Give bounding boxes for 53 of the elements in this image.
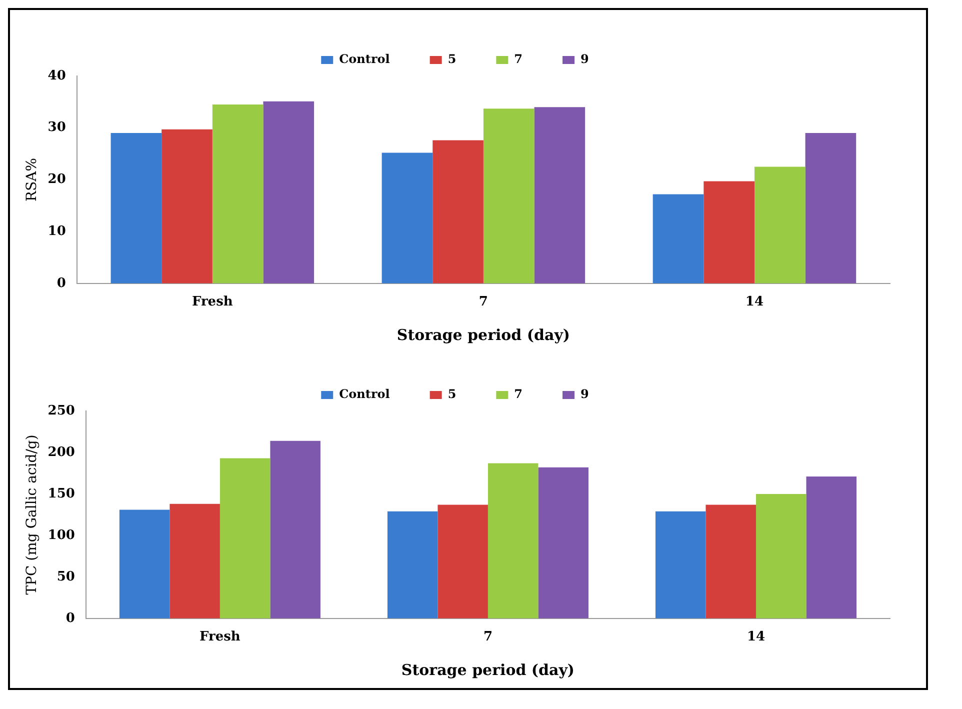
y-tick-label: 200	[48, 444, 75, 460]
y-tick-label: 250	[48, 403, 75, 418]
x-tick-label: 14	[746, 630, 766, 645]
y-tick-label: 50	[56, 569, 75, 584]
bar	[438, 504, 488, 618]
bar	[170, 504, 220, 618]
bar	[706, 504, 756, 618]
y-axis-title: TPC (mg Gallic acid/g)	[24, 434, 40, 595]
bar	[119, 510, 170, 618]
bar	[162, 129, 212, 284]
legend-label: 9	[580, 387, 589, 402]
y-axis-title: RSA%	[24, 158, 40, 202]
bar	[534, 107, 586, 284]
y-tick-label: 20	[48, 172, 66, 188]
bar	[655, 511, 706, 618]
legend-label: 7	[514, 387, 523, 402]
bar	[110, 133, 162, 284]
x-tick-label: Fresh	[199, 630, 241, 645]
bar	[220, 458, 270, 618]
bar	[805, 133, 856, 284]
y-tick-label: 10	[48, 224, 66, 239]
y-tick-label: 150	[48, 486, 75, 502]
bar	[483, 108, 534, 284]
bar	[806, 476, 856, 618]
bar	[270, 440, 320, 618]
legend-label: 5	[448, 387, 456, 402]
legend-label: Control	[339, 52, 390, 66]
bar	[212, 104, 264, 284]
bar	[387, 511, 438, 618]
y-tick-label: 0	[66, 610, 75, 626]
legend-label: 9	[580, 52, 589, 66]
y-tick-label: 0	[56, 276, 66, 291]
y-tick-label: 40	[48, 68, 66, 84]
bar	[652, 194, 704, 284]
bar	[538, 467, 588, 618]
bar	[754, 166, 806, 284]
legend-label: 5	[448, 52, 456, 66]
x-tick-label: 14	[745, 294, 764, 310]
bar	[263, 101, 314, 284]
bar	[756, 494, 806, 618]
bar	[432, 140, 484, 284]
x-tick-label: Fresh	[192, 294, 234, 310]
y-tick-label: 100	[48, 528, 75, 543]
x-axis-title: Storage period (day)	[396, 326, 570, 344]
legend-label: Control	[339, 387, 390, 402]
x-axis-title: Storage period (day)	[401, 660, 575, 679]
x-tick-label: 7	[483, 630, 492, 645]
bar	[488, 463, 538, 618]
bar	[704, 181, 754, 284]
bar	[382, 152, 433, 284]
y-tick-label: 30	[48, 120, 66, 136]
x-tick-label: 7	[478, 294, 488, 310]
legend-label: 7	[514, 52, 523, 66]
